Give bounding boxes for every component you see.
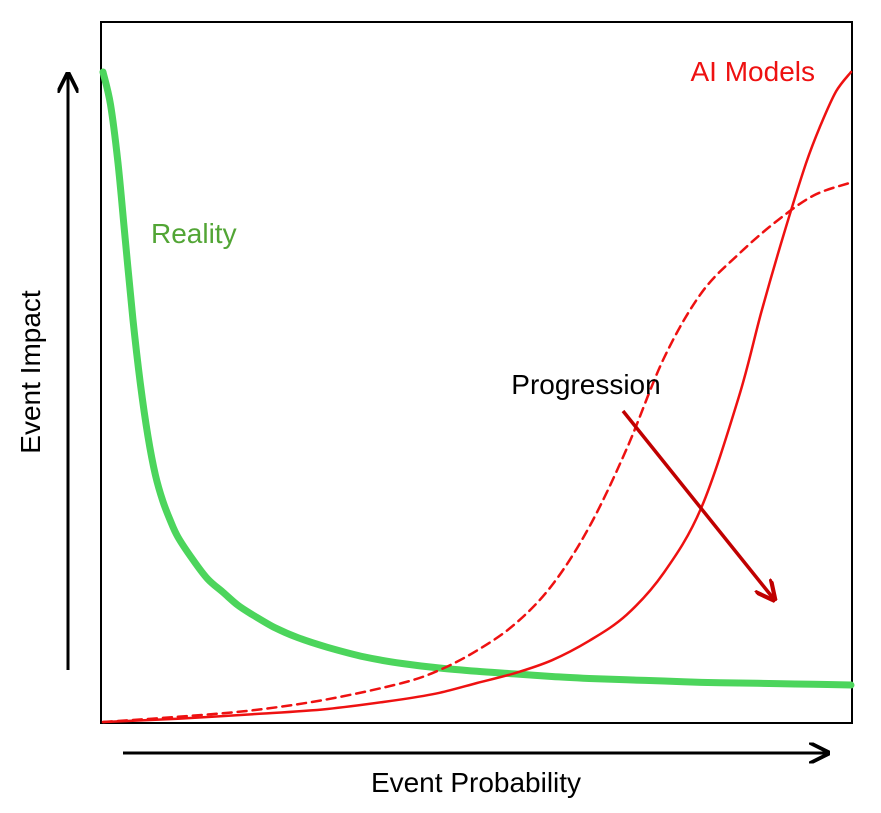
y-axis-label: Event Impact [15, 290, 46, 454]
series-line-reality [99, 68, 855, 689]
series-line-projection-dashed [101, 181, 853, 724]
series-line-ai-models [101, 70, 853, 724]
series-layer [99, 68, 855, 724]
series-label-ai-models: AI Models [691, 56, 816, 87]
series-label-reality: Reality [151, 218, 237, 249]
progression-label: Progression [511, 369, 660, 400]
x-axis-label: Event Probability [371, 767, 581, 798]
plot-frame [100, 21, 853, 724]
progression-arrow [621, 409, 773, 598]
